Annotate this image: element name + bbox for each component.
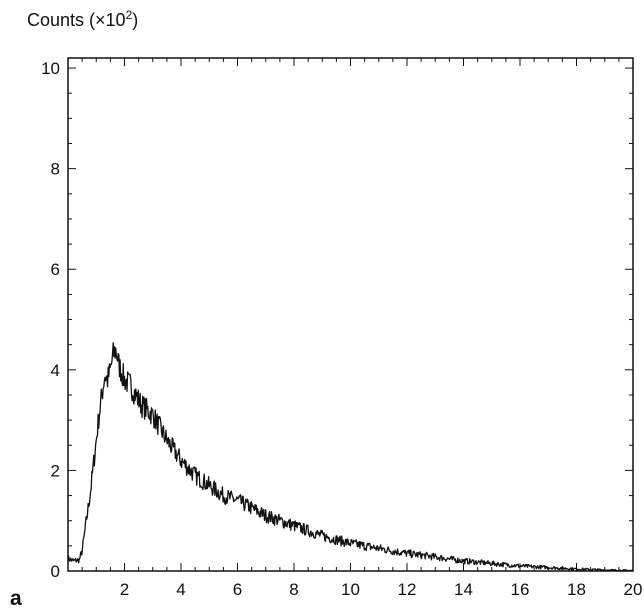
x-tick-label: 10 <box>341 580 360 599</box>
x-tick-label: 16 <box>511 580 530 599</box>
x-tick-label: 14 <box>454 580 473 599</box>
x-tick-label: 8 <box>289 580 298 599</box>
x-tick-label: 20 <box>624 580 643 599</box>
x-tick-label: 6 <box>233 580 242 599</box>
x-tick-label: 4 <box>176 580 185 599</box>
y-tick-label: 0 <box>51 562 60 581</box>
y-tick-label: 6 <box>51 260 60 279</box>
y-axis-title-exponent: 2 <box>126 8 133 22</box>
x-tick-label: 18 <box>567 580 586 599</box>
y-tick-labels: 0 2 4 6 8 10 <box>41 59 60 581</box>
y-axis-title-close: ) <box>132 10 138 30</box>
x-tick-label: 2 <box>120 580 129 599</box>
y-tick-label: 4 <box>51 361 60 380</box>
y-axis-title: Counts (×102) <box>27 8 138 30</box>
plot-frame <box>67 57 634 572</box>
y-tick-label: 8 <box>51 160 60 179</box>
series-line <box>67 342 634 572</box>
tick-marks <box>67 58 634 572</box>
y-tick-label: 2 <box>51 461 60 480</box>
x-tick-label: 12 <box>398 580 417 599</box>
y-tick-label: 10 <box>41 59 60 78</box>
y-axis-title-main: Counts (×10 <box>27 10 126 30</box>
panel-label: a <box>10 587 22 609</box>
x-tick-labels: 2 4 6 8 10 12 14 16 18 20 <box>120 580 643 599</box>
